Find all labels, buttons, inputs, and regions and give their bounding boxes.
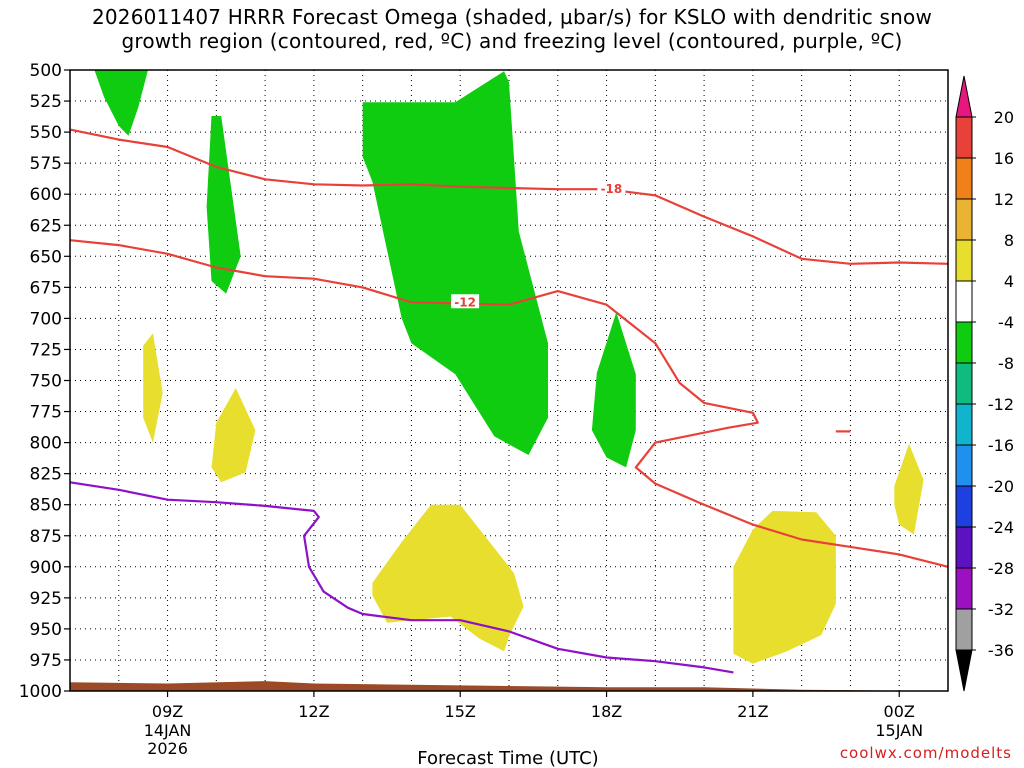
- colorbar-tick-label: 4: [1004, 272, 1014, 291]
- terrain-fill: [70, 681, 948, 691]
- credit-text: coolwx.com/modelts: [839, 744, 1012, 762]
- contour-line-4: [69, 481, 734, 674]
- colorbar-tick-label: -20: [988, 477, 1014, 496]
- y-tick-label: 850: [30, 496, 62, 516]
- colorbar-swatch: [955, 526, 973, 569]
- colorbar-tick-label: 16: [994, 149, 1014, 168]
- x-tick-label: 15Z: [445, 702, 476, 721]
- omega-shading: [94, 70, 924, 664]
- colorbar: 20 16 12 8 4 -4 -8 -12 -16 -20 -24 -28 -32 -36: [955, 75, 1014, 692]
- chart-title-line-2: growth region (contoured, red, ºC) and f…: [121, 29, 903, 53]
- omega-region-4: [591, 312, 636, 468]
- colorbar-tick-label: 8: [1004, 231, 1014, 250]
- x-tick-label: 09Z: [152, 702, 183, 721]
- y-tick-label: 825: [30, 465, 62, 485]
- y-tick-label: 525: [30, 92, 62, 112]
- contour-label: -18: [601, 182, 623, 196]
- y-tick-label: 800: [30, 434, 62, 454]
- chart-title-line-1: 2026011407 HRRR Forecast Omega (shaded, …: [91, 5, 933, 29]
- colorbar-swatch: [955, 444, 973, 487]
- x-tick-label: 00Z: [884, 702, 915, 721]
- omega-region-2: [206, 116, 241, 294]
- contour-label-bg: [597, 181, 626, 196]
- y-tick-label: 650: [30, 247, 62, 267]
- colorbar-swatch: [955, 280, 973, 323]
- colorbar-tick-label: 20: [994, 108, 1014, 127]
- colorbar-swatch: [955, 321, 973, 364]
- colorbar-tick-label: 12: [994, 190, 1014, 209]
- y-tick-label: 900: [30, 558, 62, 578]
- colorbar-extend-top: [955, 75, 973, 118]
- colorbar-swatch: [955, 608, 973, 651]
- y-tick-label: 500: [30, 61, 62, 81]
- y-tick-label: 950: [30, 620, 62, 640]
- contour-lines: -18 -12: [69, 128, 949, 674]
- omega-region-9: [894, 443, 924, 535]
- omega-region-3: [362, 71, 548, 455]
- colorbar-swatch: [955, 567, 973, 610]
- y-tick-label: 925: [30, 589, 62, 609]
- omega-region-1: [94, 70, 148, 136]
- x-tick-year: 2026: [147, 739, 188, 758]
- colorbar-tick-label: -12: [988, 395, 1014, 414]
- y-tick-label: 700: [30, 309, 62, 329]
- colorbar-tick-label: -4: [998, 313, 1014, 332]
- x-tick-label: 18Z: [591, 702, 622, 721]
- y-tick-label: 750: [30, 372, 62, 392]
- colorbar-extend-bottom: [955, 649, 973, 692]
- colorbar-swatch: [955, 239, 973, 282]
- y-tick-label: 600: [30, 185, 62, 205]
- x-axis-label: Forecast Time (UTC): [417, 748, 598, 768]
- contour-line-1: [69, 128, 949, 265]
- colorbar-tick-label: -36: [988, 641, 1014, 660]
- contour-line-2: [69, 239, 949, 568]
- y-tick-label: 875: [30, 527, 62, 547]
- x-tick-label: 21Z: [737, 702, 768, 721]
- x-tick-date: 15JAN: [875, 721, 923, 740]
- colorbar-tick-label: -16: [988, 436, 1014, 455]
- colorbar-tick-label: -24: [988, 518, 1014, 537]
- colorbar-swatch: [955, 198, 973, 241]
- terrain-layer: [70, 681, 948, 691]
- x-tick-date: 14JAN: [144, 721, 192, 740]
- y-tick-label: 575: [30, 154, 62, 174]
- y-tick-label: 775: [30, 403, 62, 423]
- contour-label-bg: [451, 294, 480, 309]
- y-tick-label: 675: [30, 278, 62, 298]
- y-axis-ticks: 500 525 550 575 600 625 650 675 700 725 750 775 800 8…: [19, 61, 70, 702]
- contour-label: -12: [454, 295, 476, 309]
- colorbar-swatch: [955, 157, 973, 200]
- y-tick-label: 550: [30, 123, 62, 143]
- colorbar-swatch: [955, 403, 973, 446]
- y-tick-label: 1000: [19, 682, 62, 702]
- y-tick-label: 725: [30, 340, 62, 360]
- y-tick-label: 625: [30, 216, 62, 236]
- colorbar-swatch: [955, 362, 973, 405]
- omega-region-7: [372, 504, 524, 652]
- y-tick-label: 975: [30, 651, 62, 671]
- colorbar-swatch: [955, 485, 973, 528]
- omega-region-8: [733, 510, 836, 664]
- omega-region-5: [143, 333, 163, 443]
- colorbar-tick-label: -32: [988, 600, 1014, 619]
- colorbar-swatch: [955, 116, 973, 159]
- colorbar-tick-label: -28: [988, 559, 1014, 578]
- omega-region-6: [211, 388, 256, 483]
- colorbar-tick-label: -8: [998, 354, 1014, 373]
- x-tick-label: 12Z: [298, 702, 329, 721]
